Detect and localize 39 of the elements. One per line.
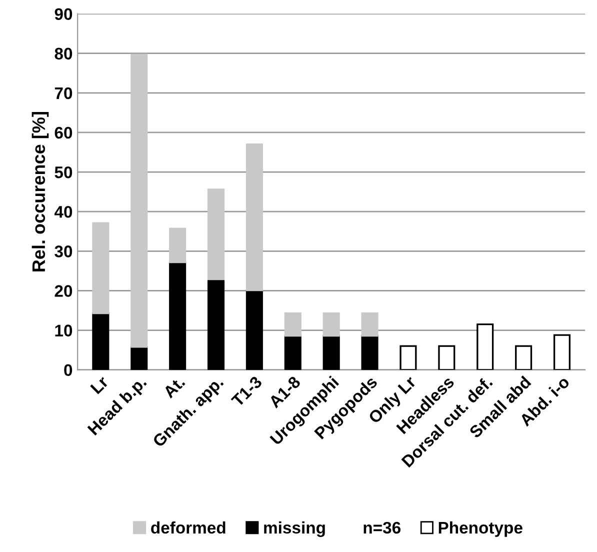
bar: [361, 312, 378, 337]
x-tick-label: T1-3: [230, 375, 263, 408]
y-tick-label: 90: [54, 8, 72, 20]
y-tick-label: 80: [54, 48, 72, 60]
y-tick-label: 0: [64, 364, 72, 376]
bar: [553, 334, 571, 370]
x-tick-label: At.: [162, 376, 186, 399]
bar: [130, 54, 148, 348]
bar: [92, 312, 110, 370]
bar: [400, 345, 417, 370]
x-tick-label: Lr: [90, 375, 110, 394]
y-tick-label: 30: [54, 246, 72, 258]
bar: [438, 345, 456, 370]
y-tick-label: 20: [54, 285, 72, 297]
y-tick-label: 70: [54, 87, 72, 100]
bar: [92, 222, 110, 314]
bar: [130, 346, 148, 370]
text: n=36: [364, 522, 400, 534]
bar: [515, 345, 532, 370]
bar: [207, 278, 225, 370]
bar: [169, 228, 186, 264]
y-tick-label: 50: [54, 166, 72, 178]
bar: [207, 188, 225, 280]
y-tick-label: 60: [54, 126, 72, 139]
y-tick-label: 40: [54, 206, 72, 218]
bar: [476, 324, 494, 370]
bar: [361, 334, 378, 370]
y-tick-label: 10: [55, 324, 72, 336]
bar: [284, 334, 302, 370]
bar: [246, 289, 263, 370]
bar: [322, 334, 340, 370]
legend-label: deformed: [151, 521, 226, 534]
bar: [284, 312, 302, 337]
legend-label: Phenotype: [438, 521, 522, 537]
legend-label: missing: [264, 521, 325, 537]
bar: [246, 144, 263, 292]
bar: [169, 261, 186, 370]
y-axis-title: Rel. occurence [%]: [32, 112, 49, 272]
bar: [322, 312, 340, 337]
